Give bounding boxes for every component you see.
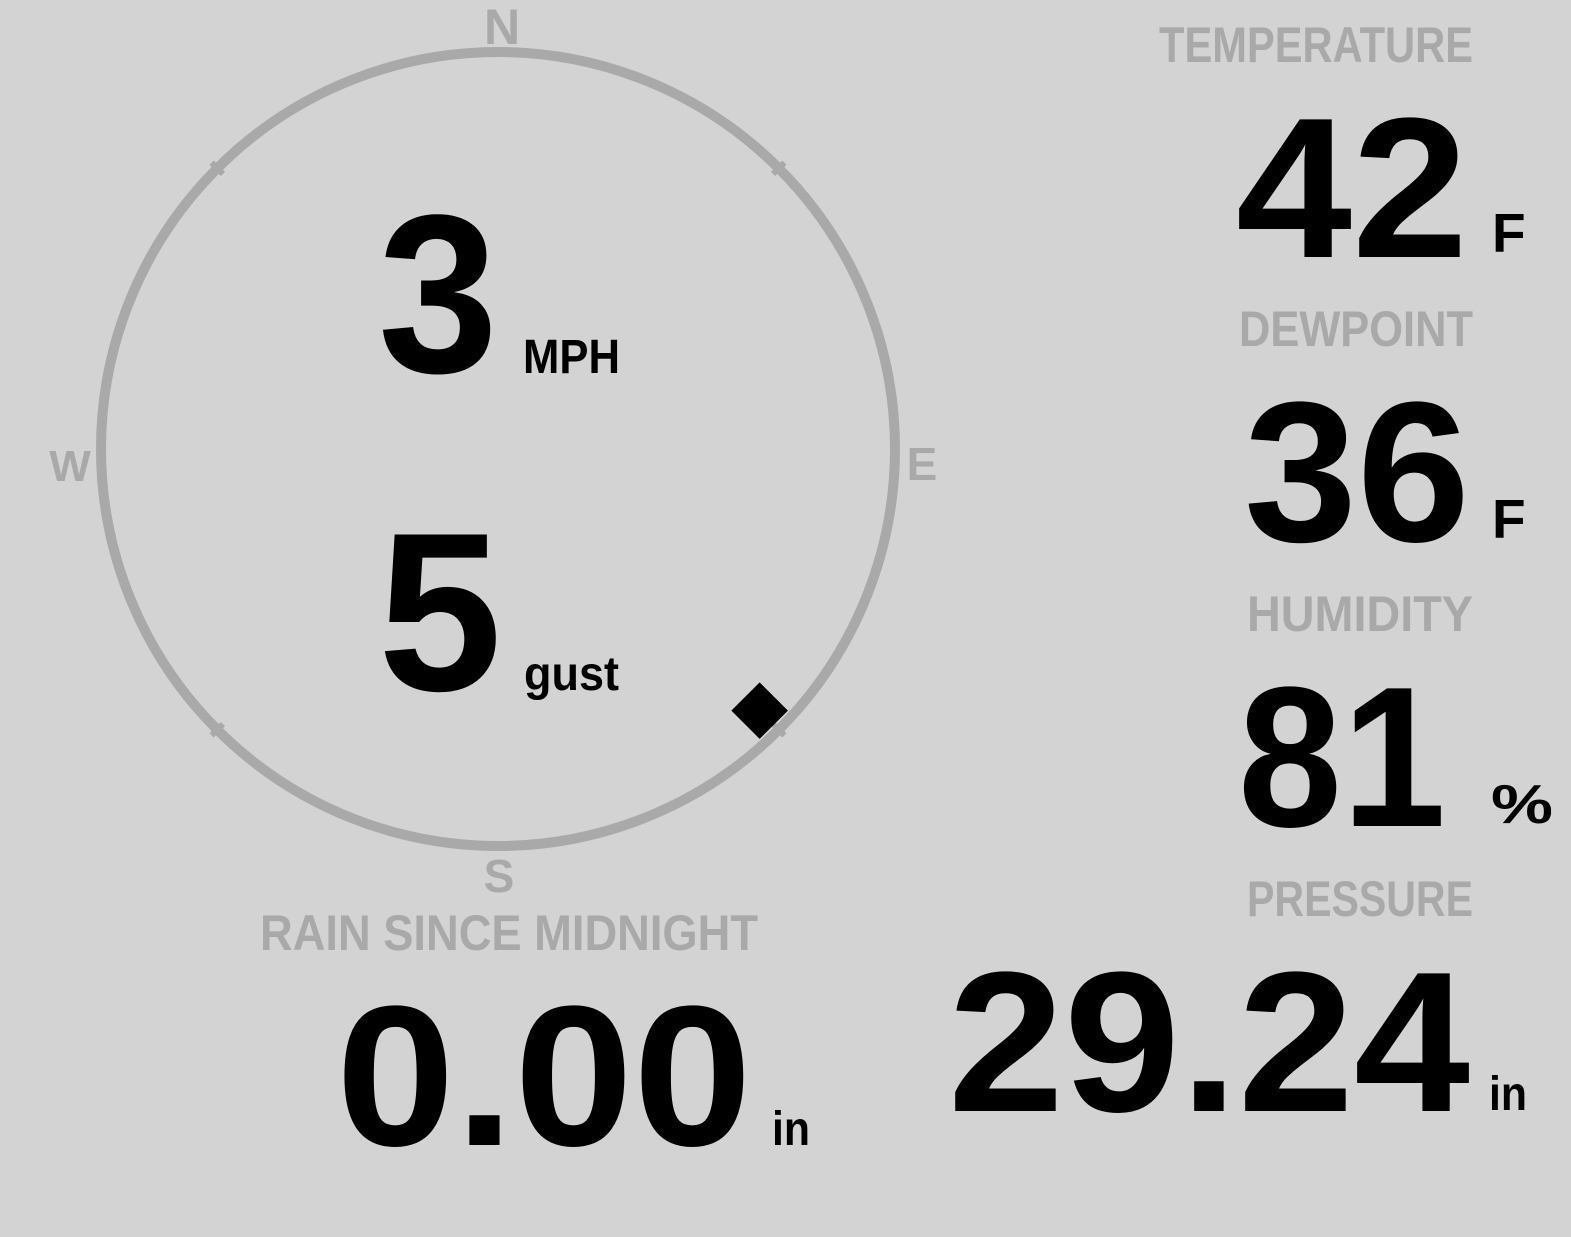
humidity-value: 81 bbox=[1238, 646, 1446, 869]
pressure-value: 29.24 bbox=[948, 931, 1470, 1154]
dewpoint-unit: F bbox=[1492, 488, 1526, 550]
humidity-unit: % bbox=[1491, 773, 1553, 835]
pressure-unit: in bbox=[1489, 1068, 1527, 1121]
compass-south: S bbox=[484, 850, 515, 902]
compass-north: N bbox=[484, 0, 520, 55]
wind-gust-unit: gust bbox=[524, 648, 619, 701]
dewpoint-label: DEWPOINT bbox=[1239, 301, 1473, 357]
compass-ring bbox=[96, 47, 900, 851]
dewpoint-value: 36 bbox=[1244, 361, 1470, 584]
temperature-label: TEMPERATURE bbox=[1159, 17, 1473, 73]
compass-tick bbox=[770, 721, 787, 738]
rain-unit: in bbox=[772, 1103, 810, 1156]
compass-tick bbox=[209, 721, 226, 738]
wind-speed-unit: MPH bbox=[523, 331, 620, 384]
compass-east: E bbox=[907, 438, 938, 490]
compass-ticks bbox=[209, 160, 787, 738]
pressure-label: PRESSURE bbox=[1247, 871, 1473, 927]
rain-value: 0.00 bbox=[336, 965, 752, 1188]
humidity-label: HUMIDITY bbox=[1247, 586, 1473, 642]
compass-tick bbox=[770, 160, 787, 177]
compass-tick bbox=[209, 160, 226, 177]
rain-label: RAIN SINCE MIDNIGHT bbox=[260, 905, 758, 961]
temperature-value: 42 bbox=[1236, 77, 1468, 300]
temperature-unit: F bbox=[1492, 202, 1526, 264]
wind-speed: 3 bbox=[378, 167, 498, 420]
wind-gust: 5 bbox=[378, 485, 502, 738]
compass-west: W bbox=[49, 442, 91, 491]
